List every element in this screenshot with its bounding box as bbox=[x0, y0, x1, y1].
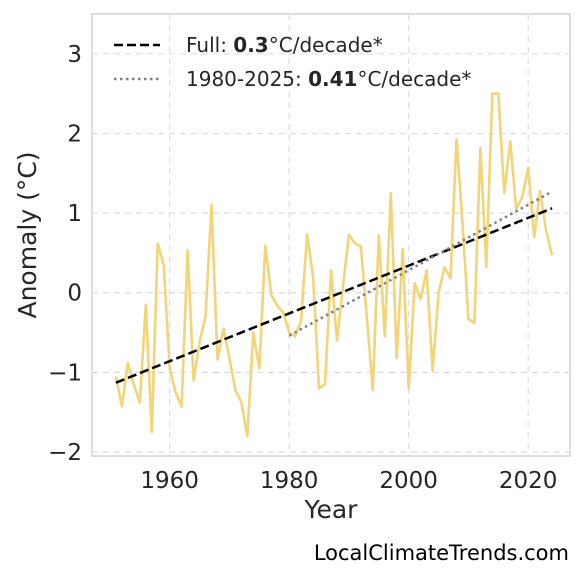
ticks: 1960 1980 2000 2020 −2 −1 0 1 2 3 bbox=[48, 42, 557, 494]
y-tick-label: 1 bbox=[67, 201, 82, 227]
anomaly-line bbox=[114, 92, 554, 438]
x-tick-label: 2020 bbox=[499, 468, 558, 494]
y-tick-label: 0 bbox=[67, 281, 82, 307]
x-tick-label: 1980 bbox=[260, 468, 319, 494]
y-tick-label: 3 bbox=[67, 42, 82, 68]
legend-label-recent: 1980-2025: 0.41°C/decade* bbox=[186, 67, 471, 91]
legend: Full: 0.3°C/decade* 1980-2025: 0.41°C/de… bbox=[114, 33, 471, 91]
x-tick-label: 2000 bbox=[379, 468, 438, 494]
full-trend-line bbox=[115, 207, 553, 384]
recent-trend-line bbox=[288, 190, 553, 337]
plot-area bbox=[91, 13, 571, 457]
legend-label-full: Full: 0.3°C/decade* bbox=[186, 33, 383, 57]
credit-text: LocalClimateTrends.com bbox=[314, 541, 569, 565]
series-layer bbox=[114, 92, 554, 438]
x-tick-label: 1960 bbox=[140, 468, 199, 494]
y-tick-label: 2 bbox=[67, 121, 82, 147]
y-tick-label: −1 bbox=[48, 360, 82, 386]
y-tick-label: −2 bbox=[48, 440, 82, 466]
y-axis-title: Anomaly (°C) bbox=[13, 151, 42, 318]
x-axis-title: Year bbox=[304, 495, 359, 524]
